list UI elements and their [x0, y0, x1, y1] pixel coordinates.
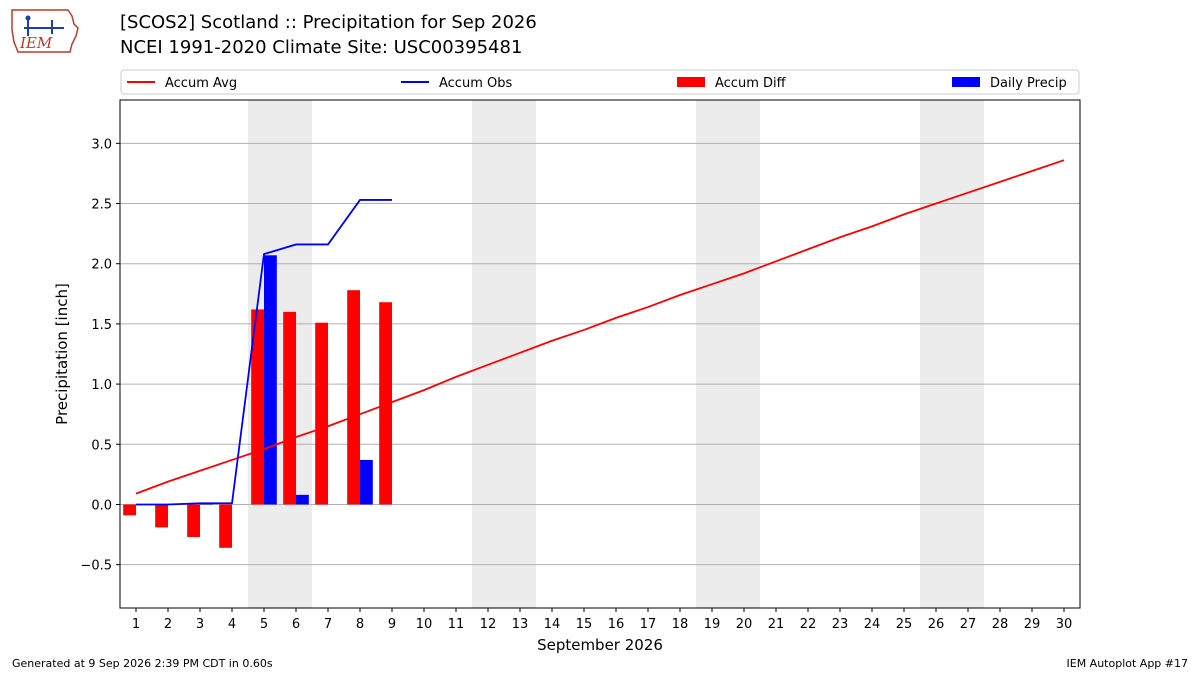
- series-lines: [135, 159, 1065, 506]
- bar-accum-diff: [347, 290, 360, 505]
- chart-subtitle: NCEI 1991-2020 Climate Site: USC00395481: [120, 37, 523, 58]
- x-tick-label: 27: [960, 617, 977, 632]
- weekend-band: [472, 100, 536, 608]
- weekend-shading: [248, 100, 984, 608]
- x-tick-label: 21: [768, 617, 785, 632]
- legend-box: [120, 69, 1080, 95]
- weekend-band: [696, 100, 760, 608]
- x-tick-label: 24: [864, 617, 881, 632]
- x-tick-label: 25: [896, 617, 913, 632]
- y-tick-label: 0.5: [91, 438, 112, 453]
- bar-daily-precip: [200, 503, 213, 505]
- x-tick-label: 26: [928, 617, 945, 632]
- bar-accum-diff: [123, 504, 136, 516]
- legend: Accum Avg Accum Obs Accum Diff Daily Precip: [120, 69, 1080, 95]
- y-tick-label: 2.5: [91, 198, 112, 213]
- x-tick-label: 28: [992, 617, 1009, 632]
- y-axis-label: Precipitation [inch]: [53, 283, 71, 425]
- x-tick-label: 4: [228, 617, 236, 632]
- line-accum-obs: [136, 199, 392, 506]
- bars: [123, 255, 392, 548]
- x-tick-label: 5: [260, 617, 268, 632]
- y-axis-ticks: −0.5 0.0 0.5 1.0 1.5 2.0 2.5 3.0: [80, 137, 120, 574]
- x-tick-label: 2: [164, 617, 172, 632]
- bar-accum-diff: [315, 322, 328, 505]
- gridlines: [120, 142, 1080, 566]
- generated-timestamp: Generated at 9 Sep 2026 2:39 PM CDT in 0…: [12, 657, 273, 670]
- x-tick-label: 14: [544, 617, 561, 632]
- x-tick-label: 15: [576, 617, 593, 632]
- bar-accum-diff: [379, 302, 392, 505]
- chart-title: [SCOS2] Scotland :: Precipitation for Se…: [120, 12, 537, 33]
- x-tick-label: 3: [196, 617, 204, 632]
- x-tick-label: 1: [132, 617, 140, 632]
- y-tick-label: 1.0: [91, 378, 112, 393]
- bar-accum-diff: [155, 504, 168, 528]
- x-tick-label: 29: [1024, 617, 1041, 632]
- logo-text: IEM: [19, 34, 53, 52]
- bar-daily-precip: [264, 255, 277, 505]
- weekend-band: [920, 100, 984, 608]
- y-tick-label: 2.0: [91, 258, 112, 273]
- legend-label: Daily Precip: [990, 76, 1067, 91]
- line-accum-avg: [135, 159, 1065, 495]
- app-label: IEM Autoplot App #17: [1066, 657, 1189, 670]
- bar-daily-precip: [296, 494, 309, 505]
- legend-label: Accum Diff: [715, 76, 787, 91]
- iem-logo: IEM: [11, 9, 79, 53]
- x-tick-label: 8: [356, 617, 364, 632]
- x-tick-label: 23: [832, 617, 849, 632]
- x-tick-label: 20: [736, 617, 753, 632]
- x-tick-label: 30: [1056, 617, 1073, 632]
- bar-accum-diff: [219, 504, 232, 548]
- legend-label: Accum Obs: [439, 76, 512, 91]
- bar-daily-precip: [360, 459, 373, 505]
- y-tick-label: 3.0: [91, 137, 112, 152]
- y-tick-label: 1.5: [91, 318, 112, 333]
- x-tick-label: 7: [324, 617, 332, 632]
- bar-accum-diff: [187, 504, 200, 537]
- legend-swatch: [952, 77, 980, 87]
- x-tick-label: 10: [416, 617, 433, 632]
- bar-accum-diff: [251, 309, 264, 505]
- x-tick-label: 6: [292, 617, 300, 632]
- x-tick-label: 11: [448, 617, 465, 632]
- y-tick-label: 0.0: [91, 498, 112, 513]
- plot-frame: [119, 99, 1081, 609]
- x-tick-label: 16: [608, 617, 625, 632]
- x-tick-label: 19: [704, 617, 721, 632]
- x-tick-label: 22: [800, 617, 817, 632]
- x-tick-label: 9: [388, 617, 396, 632]
- weekend-band: [248, 100, 312, 608]
- x-tick-label: 17: [640, 617, 657, 632]
- x-tick-label: 12: [480, 617, 497, 632]
- x-axis-ticks: 1 2 3 4 5 6 7 8 9 10 11 12 13 14 15 16 17 18 19 20 21 22 23 24 2…: [132, 608, 1072, 632]
- legend-swatch: [677, 77, 705, 87]
- x-tick-label: 18: [672, 617, 689, 632]
- x-tick-label: 13: [512, 617, 529, 632]
- bar-accum-diff: [283, 311, 296, 505]
- legend-label: Accum Avg: [165, 76, 237, 91]
- x-axis-label: September 2026: [537, 636, 663, 654]
- y-tick-label: −0.5: [80, 559, 112, 574]
